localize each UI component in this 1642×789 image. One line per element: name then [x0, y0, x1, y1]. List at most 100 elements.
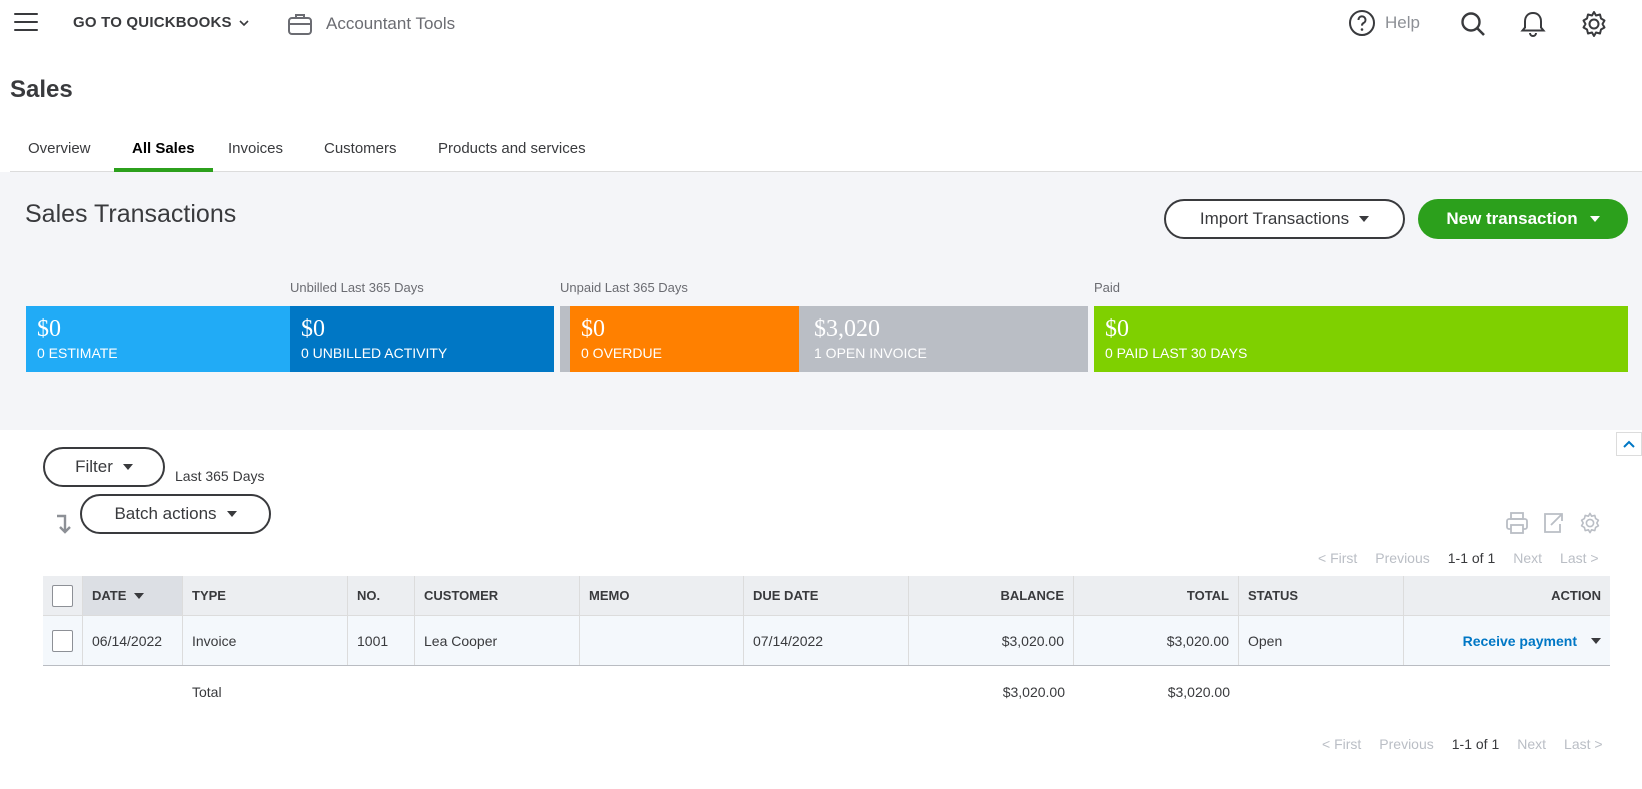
- tile-amount: $3,020: [814, 316, 880, 342]
- page-title: Sales: [10, 76, 73, 103]
- column-header-customer[interactable]: CUSTOMER: [415, 576, 580, 615]
- top-bar: GO TO QUICKBOOKS Accountant Tools Help: [0, 0, 1642, 48]
- previous-page-link[interactable]: Previous: [1379, 736, 1434, 752]
- column-header-due-date[interactable]: DUE DATE: [744, 576, 909, 615]
- tile-label: 0 PAID LAST 30 DAYS: [1105, 345, 1248, 361]
- paid-tile[interactable]: $0 0 PAID LAST 30 DAYS: [1094, 306, 1628, 372]
- go-to-quickbooks-menu[interactable]: GO TO QUICKBOOKS: [73, 14, 250, 31]
- unpaid-bar-edge: [560, 306, 570, 372]
- chevron-down-icon: [239, 19, 249, 26]
- tile-amount: $0: [301, 316, 325, 342]
- tab-overview[interactable]: Overview: [28, 140, 91, 157]
- bell-icon[interactable]: [1518, 9, 1548, 39]
- estimate-tile[interactable]: $0 0 ESTIMATE: [26, 306, 290, 372]
- sales-tabs: Overview All Sales Invoices Customers Pr…: [10, 138, 1642, 172]
- caret-down-icon: [226, 511, 237, 517]
- accountant-tools-button[interactable]: Accountant Tools: [286, 10, 455, 38]
- row-select-cell: [43, 616, 83, 665]
- row-checkbox[interactable]: [52, 629, 73, 652]
- gear-icon[interactable]: [1579, 9, 1609, 39]
- select-all-checkbox[interactable]: [52, 584, 73, 607]
- new-transaction-label: New transaction: [1446, 209, 1578, 228]
- column-header-date[interactable]: DATE: [83, 576, 183, 615]
- page-range: 1-1 of 1: [1451, 736, 1500, 752]
- tile-amount: $0: [37, 316, 61, 342]
- tile-label: 1 OPEN INVOICE: [814, 345, 927, 361]
- table-row[interactable]: 06/14/2022 Invoice 1001 Lea Cooper 07/14…: [43, 616, 1610, 666]
- new-transaction-button[interactable]: New transaction: [1418, 199, 1628, 239]
- tile-amount: $0: [581, 316, 605, 342]
- next-page-link[interactable]: Next: [1513, 550, 1543, 566]
- tile-amount: $0: [1105, 316, 1129, 342]
- total-label: Total: [192, 684, 222, 700]
- cell-customer: Lea Cooper: [415, 616, 580, 665]
- filter-label: Filter: [75, 457, 113, 476]
- column-header-total[interactable]: TOTAL: [1074, 576, 1239, 615]
- sort-desc-icon: [134, 592, 145, 599]
- tab-invoices[interactable]: Invoices: [228, 140, 284, 157]
- column-header-action: ACTION: [1551, 588, 1601, 603]
- paid-caption: Paid: [1094, 280, 1121, 295]
- unpaid-caption: Unpaid Last 365 Days: [560, 280, 688, 295]
- overdue-tile[interactable]: $0 0 OVERDUE: [570, 306, 799, 372]
- previous-page-link[interactable]: Previous: [1375, 550, 1430, 566]
- briefcase-icon: [288, 14, 312, 35]
- unbilled-caption: Unbilled Last 365 Days: [290, 280, 424, 295]
- caret-down-icon: [122, 464, 133, 470]
- pagination-top: < First Previous 1-1 of 1 Next Last >: [1318, 550, 1599, 566]
- help-icon: [1349, 10, 1375, 36]
- date-range-label: Last 365 Days: [175, 468, 265, 484]
- collapse-panel-button[interactable]: [1616, 432, 1642, 456]
- menu-icon[interactable]: [14, 13, 38, 33]
- cell-total: $3,020.00: [1074, 616, 1239, 665]
- cell-balance: $3,020.00: [909, 616, 1074, 665]
- go-to-quickbooks-label: GO TO QUICKBOOKS: [73, 14, 232, 31]
- print-icon[interactable]: [1505, 511, 1529, 535]
- cell-action: Receive payment: [1404, 616, 1610, 665]
- column-header-memo: MEMO: [580, 576, 744, 615]
- accountant-tools-label: Accountant Tools: [326, 14, 456, 33]
- help-label: Help: [1385, 13, 1420, 32]
- total-balance: $3,020.00: [1002, 684, 1065, 700]
- filter-button[interactable]: Filter: [43, 447, 165, 487]
- action-menu-caret-icon[interactable]: [1591, 637, 1601, 644]
- first-page-link[interactable]: < First: [1318, 550, 1358, 566]
- next-page-link[interactable]: Next: [1517, 736, 1547, 752]
- search-icon[interactable]: [1458, 9, 1488, 39]
- column-header-type[interactable]: TYPE: [183, 576, 348, 615]
- table-total-row: Total $3,020.00 $3,020.00: [43, 666, 1610, 718]
- caret-down-icon: [1359, 216, 1370, 222]
- tab-products-and-services[interactable]: Products and services: [438, 140, 586, 157]
- select-all-cell: [43, 576, 83, 615]
- table-settings-icon[interactable]: [1578, 511, 1602, 535]
- column-header-no[interactable]: NO.: [348, 576, 415, 615]
- cell-status: Open: [1239, 616, 1404, 665]
- batch-actions-button[interactable]: Batch actions: [80, 494, 271, 534]
- unbilled-activity-tile[interactable]: $0 0 UNBILLED ACTIVITY: [290, 306, 554, 372]
- import-transactions-button[interactable]: Import Transactions: [1164, 199, 1405, 239]
- cell-no: 1001: [348, 616, 415, 665]
- cell-date: 06/14/2022: [83, 616, 183, 665]
- tab-all-sales[interactable]: All Sales: [114, 140, 213, 172]
- cell-memo: [580, 616, 744, 665]
- tile-label: 0 UNBILLED ACTIVITY: [301, 345, 448, 361]
- help-button[interactable]: Help: [1347, 8, 1420, 38]
- pagination-bottom: < First Previous 1-1 of 1 Next Last >: [1322, 736, 1603, 752]
- last-page-link[interactable]: Last >: [1560, 550, 1599, 566]
- caret-down-icon: [1589, 216, 1600, 222]
- tab-customers[interactable]: Customers: [324, 140, 397, 157]
- import-transactions-label: Import Transactions: [1199, 209, 1350, 228]
- sales-transactions-panel: Sales Transactions Import Transactions N…: [0, 172, 1642, 430]
- column-header-balance[interactable]: BALANCE: [909, 576, 1074, 615]
- receive-payment-link[interactable]: Receive payment: [1462, 632, 1577, 649]
- open-invoice-tile[interactable]: $3,020 1 OPEN INVOICE: [799, 306, 1088, 372]
- last-page-link[interactable]: Last >: [1564, 736, 1603, 752]
- arrow-down-icon: [57, 514, 71, 534]
- tile-label: 0 ESTIMATE: [37, 345, 118, 361]
- column-header-date-label: DATE: [92, 588, 127, 603]
- column-header-status[interactable]: STATUS: [1239, 576, 1404, 615]
- export-icon[interactable]: [1541, 511, 1565, 535]
- cell-due-date: 07/14/2022: [744, 616, 909, 665]
- table-header-row: DATE TYPE NO. CUSTOMER MEMO DUE DATE BAL…: [43, 576, 1610, 616]
- first-page-link[interactable]: < First: [1322, 736, 1362, 752]
